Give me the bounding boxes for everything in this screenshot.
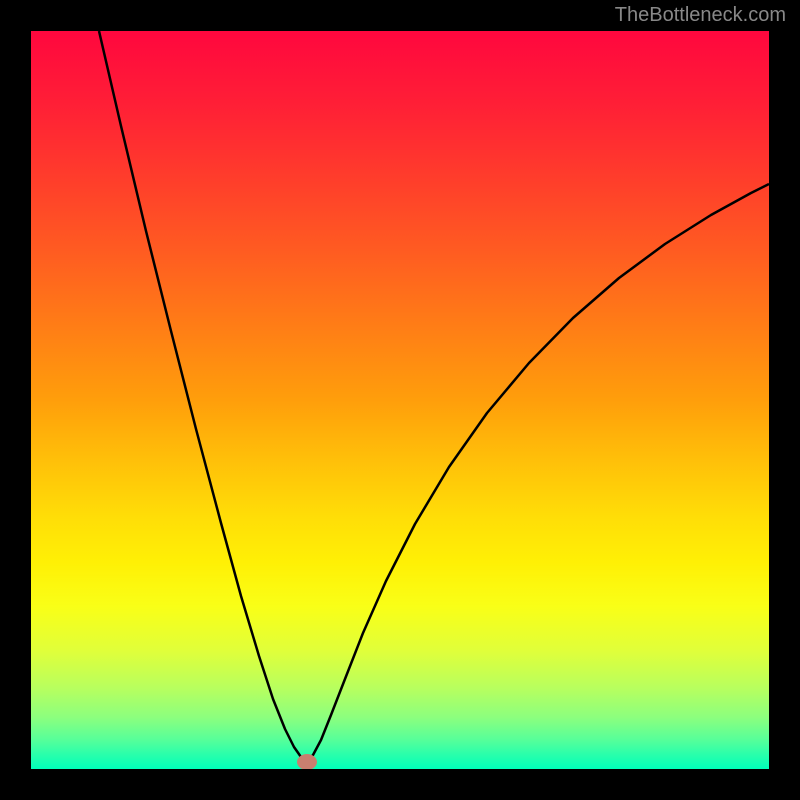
curve-svg — [31, 31, 769, 769]
watermark-text: TheBottleneck.com — [615, 4, 786, 27]
minimum-marker — [297, 754, 317, 769]
plot-area — [31, 31, 769, 769]
curve-right — [307, 184, 769, 762]
curve-left — [99, 31, 307, 762]
